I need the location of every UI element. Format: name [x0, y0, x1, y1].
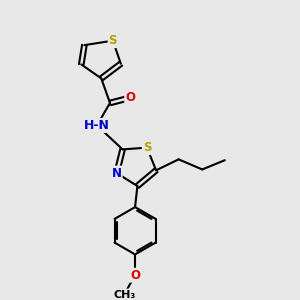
Text: O: O	[130, 269, 140, 282]
Text: S: S	[109, 34, 117, 47]
Text: CH₃: CH₃	[114, 290, 136, 299]
Text: O: O	[125, 91, 135, 104]
Text: H-N: H-N	[84, 119, 110, 132]
Text: S: S	[143, 141, 151, 154]
Text: N: N	[112, 167, 122, 180]
